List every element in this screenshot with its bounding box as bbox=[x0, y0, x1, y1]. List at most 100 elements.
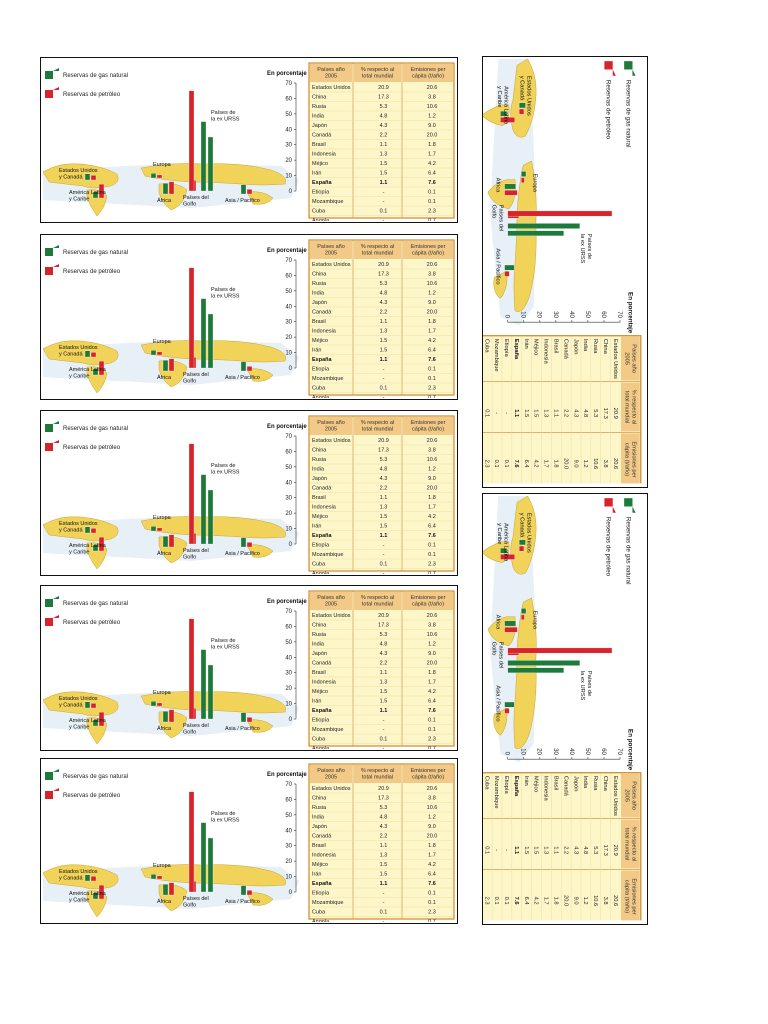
region-label-line: Europa bbox=[153, 690, 172, 696]
table-cell-share-6: 1.1 bbox=[552, 846, 558, 854]
continent-australia bbox=[246, 544, 274, 558]
bar-0-5 bbox=[507, 660, 581, 666]
table-frame bbox=[308, 62, 455, 219]
bar-0-4 bbox=[207, 313, 214, 369]
table-cell-share-3: 4.8 bbox=[380, 815, 388, 821]
table-cell-share-14: - bbox=[383, 746, 385, 749]
bar-1-1 bbox=[98, 536, 105, 552]
table-cell-emissions-2: 10.6 bbox=[592, 895, 598, 906]
table-cell-emissions-9: 6.4 bbox=[428, 699, 436, 705]
table-cell-country-4: Japón bbox=[312, 651, 327, 657]
table-header-line: Emisiones per bbox=[630, 878, 636, 914]
region-label-line: Golfo bbox=[491, 642, 497, 656]
table-cell-share-2: 5.3 bbox=[380, 281, 388, 287]
region-label-1: América Latinay Caribe bbox=[496, 523, 509, 562]
table-cell-share-7: 1.3 bbox=[543, 409, 549, 417]
y-tick-label-7: 70 bbox=[285, 782, 292, 788]
y-tick-label-7: 70 bbox=[285, 81, 292, 87]
region-label-line: América Latina bbox=[69, 367, 107, 373]
table-cell-country-5: Canadá bbox=[562, 339, 568, 360]
table-cell-share-4: 4.3 bbox=[572, 846, 578, 854]
bar-0-2 bbox=[150, 173, 157, 179]
table-cell-share-2: 5.3 bbox=[380, 805, 388, 811]
table-cell-share-14: - bbox=[383, 571, 385, 574]
table-cell-country-3: India bbox=[582, 339, 588, 352]
region-label-line: África bbox=[157, 898, 172, 905]
table-cell-share-9: 1.5 bbox=[523, 846, 529, 854]
table-cell-country-5: Canadá bbox=[312, 834, 332, 840]
y-tick-label-3: 30 bbox=[285, 844, 292, 850]
region-label-line: la ex URSS bbox=[211, 645, 240, 651]
region-label-6: Asia / Pacífico bbox=[225, 551, 260, 557]
region-label-line: Países de bbox=[586, 671, 592, 696]
region-label-1: América Latinay Caribe bbox=[496, 86, 509, 125]
region-label-line: Europa bbox=[532, 173, 538, 192]
table-cell-share-8: 1.5 bbox=[380, 514, 388, 520]
bar-0-6 bbox=[240, 184, 247, 195]
legend-flag-1 bbox=[612, 69, 616, 76]
chart-card-3: Reservas de gas natural Reservas de petró… bbox=[40, 410, 458, 576]
region-label-line: África bbox=[157, 725, 172, 732]
table-cell-country-1: China bbox=[312, 95, 327, 101]
continent-north-america bbox=[42, 340, 119, 366]
bar-1-1 bbox=[98, 884, 105, 900]
table-cell-country-9: Irán bbox=[523, 339, 529, 349]
y-tick-label-1: 10 bbox=[285, 174, 292, 180]
bar-1-2 bbox=[156, 527, 163, 532]
table-header-1: % respecto altotal mundial bbox=[624, 390, 637, 425]
bar-1-0 bbox=[90, 352, 97, 358]
table-cell-emissions-11: 0.1 bbox=[428, 891, 436, 897]
table-cell-emissions-0: 20.6 bbox=[427, 438, 438, 444]
table-header-cell-0 bbox=[621, 773, 640, 818]
table-cell-share-2: 5.3 bbox=[592, 409, 598, 417]
bar-1-6 bbox=[504, 271, 510, 277]
bar-0-2 bbox=[150, 701, 157, 707]
bar-0-1 bbox=[92, 368, 99, 376]
table-cell-emissions-10: 7.6 bbox=[513, 460, 519, 468]
table-cell-emissions-6: 1.8 bbox=[428, 495, 436, 501]
bar-1-3 bbox=[504, 189, 518, 196]
table-cell-emissions-4: 9.0 bbox=[428, 476, 436, 482]
y-tick-label-3: 30 bbox=[285, 496, 292, 502]
table-cell-share-8: 1.5 bbox=[380, 862, 388, 868]
region-label-line: Países del bbox=[183, 372, 209, 378]
region-label-line: Asia / Pacífico bbox=[225, 375, 260, 381]
table-frame bbox=[308, 763, 455, 920]
region-label-line: y Caribe bbox=[496, 523, 502, 544]
region-label-line: Europa bbox=[153, 339, 172, 345]
region-label-line: Asia / Pacífico bbox=[225, 899, 260, 905]
table-cell-share-3: 4.8 bbox=[380, 467, 388, 473]
bar-1-5 bbox=[507, 647, 613, 654]
table-cell-share-9: 1.5 bbox=[380, 171, 388, 177]
table-cell-emissions-8: 4.2 bbox=[533, 460, 539, 468]
table-cell-emissions-2: 10.6 bbox=[592, 458, 598, 469]
table-cell-emissions-3: 1.2 bbox=[428, 291, 436, 297]
continent-australia bbox=[246, 368, 274, 382]
table-header-cell-2 bbox=[403, 241, 453, 259]
bar-0-2 bbox=[150, 526, 157, 532]
table-cell-share-12: - bbox=[383, 376, 385, 382]
region-label-2: Europa bbox=[153, 515, 172, 521]
table-cell-share-2: 5.3 bbox=[380, 104, 388, 110]
table-cell-emissions-10: 7.6 bbox=[428, 180, 436, 186]
table-cell-share-13: 0.1 bbox=[380, 386, 388, 392]
region-label-line: África bbox=[157, 550, 172, 557]
y-tick-label-6: 60 bbox=[285, 96, 292, 102]
legend-swatch-1 bbox=[45, 267, 53, 275]
table-header-line: Países año bbox=[630, 781, 636, 810]
table-cell-share-11: - bbox=[383, 367, 385, 373]
table-header-cell-0 bbox=[310, 241, 352, 259]
region-label-3: África bbox=[157, 725, 172, 732]
table-cell-emissions-0: 20.6 bbox=[612, 458, 618, 469]
region-label-line: Asia / Pacífico bbox=[225, 198, 260, 204]
table-cell-share-8: 1.5 bbox=[380, 161, 388, 167]
table-cell-country-5: Canadá bbox=[312, 661, 332, 667]
table-header-0: Países año2005 bbox=[624, 781, 637, 810]
